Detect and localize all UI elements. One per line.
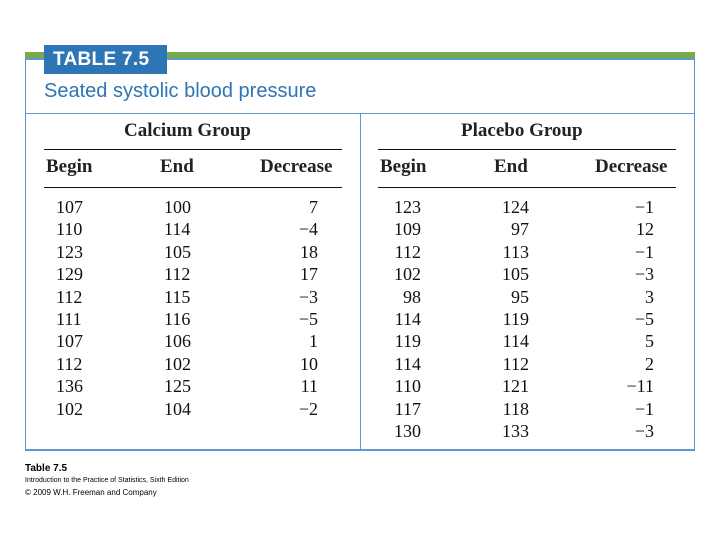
- placebo-decrease-cell: −3: [634, 420, 654, 441]
- header-rule: [25, 58, 695, 60]
- calcium-end-cell: 114: [164, 219, 191, 240]
- table-bottom-rule: [25, 450, 695, 451]
- placebo-decrease-cell: −1: [634, 241, 654, 262]
- calcium-decrease-cell: −2: [298, 398, 318, 419]
- calcium-begin-header: Begin: [46, 156, 93, 177]
- calcium-end-cell: 102: [164, 353, 191, 374]
- placebo-decrease-cell: −1: [634, 398, 654, 419]
- calcium-decrease-column: 7 −4 18 17 −3 −5 1 10 11 −2: [240, 196, 318, 420]
- calcium-begin-cell: 123: [56, 241, 83, 262]
- placebo-end-cell: 114: [502, 331, 529, 352]
- placebo-begin-cell: 102: [394, 264, 421, 285]
- placebo-decrease-cell: 12: [636, 219, 654, 240]
- group-divider: [360, 113, 361, 450]
- table-number-tab: TABLE 7.5: [44, 45, 167, 74]
- calcium-end-cell: 112: [164, 264, 191, 285]
- placebo-end-cell: 105: [502, 264, 529, 285]
- calcium-decrease-cell: −3: [298, 286, 318, 307]
- placebo-begin-cell: 114: [394, 308, 421, 329]
- calcium-end-cell: 105: [164, 241, 191, 262]
- placebo-end-column: 124 97 113 105 95 119 114 112 121 118 133: [488, 196, 529, 442]
- calcium-begin-cell: 112: [56, 286, 83, 307]
- calcium-begin-cell: 111: [56, 308, 82, 329]
- placebo-decrease-cell: 2: [645, 353, 654, 374]
- placebo-end-cell: 113: [502, 241, 529, 262]
- placebo-begin-cell: 98: [403, 286, 421, 307]
- figure-copyright: © 2009 W.H. Freeman and Company: [25, 488, 157, 497]
- calcium-begin-cell: 107: [56, 331, 83, 352]
- placebo-begin-cell: 110: [394, 376, 421, 397]
- calcium-group-label: Calcium Group: [124, 120, 251, 141]
- calcium-end-cell: 106: [164, 331, 191, 352]
- placebo-decrease-cell: 5: [645, 331, 654, 352]
- placebo-decrease-cell: −11: [626, 376, 654, 397]
- table-caption: Seated systolic blood pressure: [44, 80, 317, 102]
- placebo-begin-cell: 117: [394, 398, 421, 419]
- calcium-end-cell: 100: [164, 197, 191, 217]
- calcium-end-column: 100 114 105 112 115 116 106 102 125 104: [164, 196, 191, 420]
- placebo-end-cell: 118: [502, 398, 529, 419]
- placebo-group-label: Placebo Group: [461, 120, 583, 141]
- calcium-decrease-cell: 7: [309, 197, 318, 217]
- calcium-begin-cell: 136: [56, 376, 83, 397]
- placebo-begin-cell: 112: [394, 241, 421, 262]
- placebo-decrease-header: Decrease: [595, 156, 668, 177]
- placebo-end-cell: 133: [502, 420, 529, 441]
- figure-source: Introduction to the Practice of Statisti…: [25, 477, 189, 484]
- calcium-end-header: End: [160, 156, 194, 177]
- calcium-begin-cell: 110: [56, 219, 83, 240]
- placebo-begin-cell: 123: [394, 197, 421, 217]
- calcium-header-rule: [44, 187, 342, 188]
- placebo-end-header: End: [494, 156, 528, 177]
- calcium-begin-column: 107 110 123 129 112 111 107 112 136 102: [56, 196, 83, 420]
- placebo-end-cell: 97: [511, 219, 529, 240]
- calcium-decrease-cell: 18: [300, 241, 318, 262]
- calcium-decrease-cell: 17: [300, 264, 318, 285]
- calcium-end-cell: 115: [164, 286, 191, 307]
- placebo-header-rule: [378, 187, 676, 188]
- placebo-decrease-cell: 3: [645, 286, 654, 307]
- placebo-end-cell: 119: [502, 308, 529, 329]
- calcium-end-cell: 104: [164, 398, 191, 419]
- calcium-decrease-cell: −5: [298, 308, 318, 329]
- placebo-decrease-cell: −1: [634, 197, 654, 217]
- placebo-begin-cell: 119: [394, 331, 421, 352]
- placebo-decrease-cell: −3: [634, 264, 654, 285]
- placebo-begin-cell: 130: [394, 420, 421, 441]
- placebo-end-cell: 121: [502, 376, 529, 397]
- calcium-begin-cell: 107: [56, 197, 83, 217]
- calcium-begin-cell: 112: [56, 353, 83, 374]
- calcium-group-rule: [44, 149, 342, 150]
- placebo-end-cell: 124: [502, 197, 529, 217]
- placebo-end-cell: 112: [502, 353, 529, 374]
- placebo-begin-header: Begin: [380, 156, 427, 177]
- header-accent-strip: [25, 52, 695, 58]
- calcium-begin-cell: 102: [56, 398, 83, 419]
- calcium-decrease-cell: 11: [300, 376, 318, 397]
- placebo-end-cell: 95: [511, 286, 529, 307]
- calcium-decrease-cell: −4: [298, 219, 318, 240]
- placebo-begin-cell: 114: [394, 353, 421, 374]
- calcium-end-cell: 116: [164, 308, 191, 329]
- calcium-decrease-cell: 10: [300, 353, 318, 374]
- calcium-end-cell: 125: [164, 376, 191, 397]
- calcium-decrease-header: Decrease: [260, 156, 333, 177]
- placebo-begin-cell: 109: [394, 219, 421, 240]
- placebo-decrease-column: −1 12 −1 −3 3 −5 5 2 −11 −1 −3: [576, 196, 654, 442]
- placebo-decrease-cell: −5: [634, 308, 654, 329]
- placebo-group-rule: [378, 149, 676, 150]
- calcium-decrease-cell: 1: [309, 331, 318, 352]
- calcium-begin-cell: 129: [56, 264, 83, 285]
- placebo-begin-column: 123 109 112 102 98 114 119 114 110 117 130: [380, 196, 421, 442]
- figure-title: Table 7.5: [25, 463, 68, 474]
